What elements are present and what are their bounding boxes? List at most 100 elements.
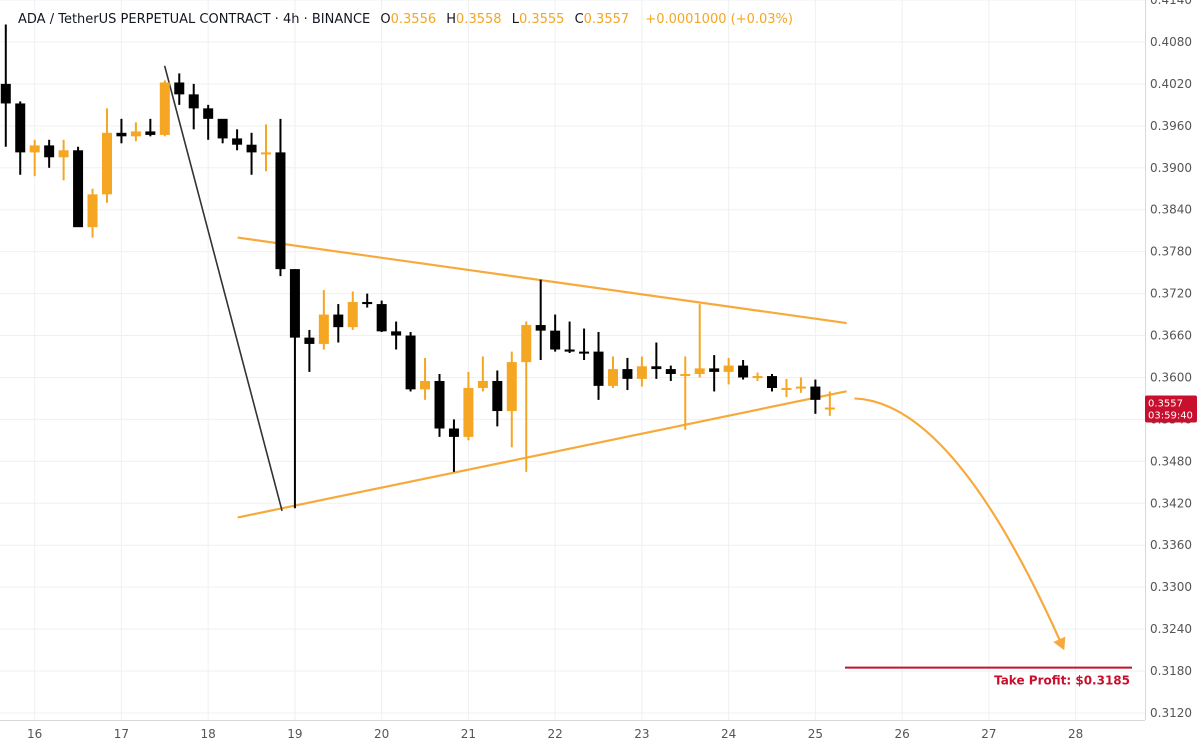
candle (159, 80, 170, 137)
candle (15, 101, 26, 175)
price-axis[interactable]: 0.4140 0.4080 0.4020 0.3960 0.3900 0.3840 0.37… (1145, 0, 1193, 720)
candle-body (318, 314, 329, 344)
candle-body (636, 366, 647, 379)
candle (391, 321, 402, 350)
candle (564, 321, 575, 354)
candle (362, 293, 373, 308)
candle (506, 351, 517, 448)
candle (73, 146, 84, 228)
candle-body (434, 380, 445, 429)
x-tick-label: 17 (114, 727, 129, 741)
candle (289, 269, 300, 509)
x-tick-label: 27 (981, 727, 996, 741)
candle-body (203, 108, 214, 119)
candle (29, 139, 40, 177)
candle-body (564, 349, 575, 352)
candle (420, 357, 431, 400)
high-label: H (446, 12, 457, 27)
candle-body (44, 145, 55, 158)
price-tag-price: 0.3557 (1148, 399, 1183, 410)
candle-body (15, 103, 26, 153)
candle (738, 360, 749, 380)
candle-body (579, 351, 590, 354)
low-label: L (511, 12, 519, 27)
x-tick-label: 24 (721, 727, 736, 741)
candle-body (651, 366, 662, 370)
candle (318, 290, 329, 350)
projection-curve (854, 397, 1064, 648)
candle (333, 304, 344, 343)
y-tick-label: 0.3180 (1150, 664, 1192, 678)
time-axis[interactable]: 16 17 18 19 20 21 22 23 24 25 26 27 28 (0, 720, 1145, 742)
x-tick-label: 26 (894, 727, 909, 741)
candle (463, 371, 474, 441)
triangle-upper-line (237, 236, 847, 325)
change-value: +0.0001000 (+0.03%) (645, 12, 793, 27)
candles-layer (0, 24, 835, 509)
candle (174, 73, 185, 105)
candle-body (506, 362, 517, 412)
y-tick-label: 0.3780 (1150, 245, 1192, 259)
candle-body (622, 369, 633, 379)
x-tick-label: 20 (374, 727, 389, 741)
candle (767, 373, 778, 392)
y-tick-label: 0.3660 (1150, 329, 1192, 343)
candle-body (723, 365, 734, 372)
candle-body (145, 131, 156, 135)
candle-body (376, 304, 387, 332)
candle (680, 356, 691, 430)
candle-body (550, 330, 561, 350)
take-profit-label: Take Profit: $0.3185 (994, 674, 1130, 688)
y-tick-label: 0.3300 (1150, 580, 1192, 594)
candle (810, 379, 821, 414)
candle (492, 370, 503, 427)
candle (651, 342, 662, 379)
candle-body (521, 325, 532, 363)
y-tick-label: 0.3600 (1150, 370, 1192, 384)
projection-arrowhead (1053, 636, 1066, 651)
candle (304, 329, 315, 372)
y-tick-label: 0.3900 (1150, 161, 1192, 175)
candle (781, 378, 792, 398)
candle (752, 372, 763, 381)
candle (188, 83, 199, 130)
triangle-lower-line (237, 390, 847, 519)
symbol-title[interactable]: ADA / TetherUS PERPETUAL CONTRACT · 4h ·… (18, 12, 371, 27)
candle-body (116, 132, 127, 137)
y-tick-label: 0.3960 (1150, 119, 1192, 133)
candle (0, 24, 11, 147)
price-tag-box (1145, 395, 1197, 423)
candle (535, 279, 546, 360)
candle-body (101, 132, 112, 195)
candle (246, 132, 257, 175)
candle (477, 356, 488, 392)
candle (217, 118, 228, 144)
candle (58, 139, 69, 181)
grid (0, 0, 1145, 720)
y-tick-label: 0.3480 (1150, 454, 1192, 468)
y-tick-label: 0.4080 (1150, 35, 1192, 49)
candle-body (405, 335, 416, 390)
candle (521, 321, 532, 472)
candle-body (752, 376, 763, 379)
candle (87, 188, 98, 238)
candle (101, 108, 112, 203)
candle-body (535, 325, 546, 331)
take-profit-line[interactable]: Take Profit: $0.3185 (845, 666, 1132, 688)
x-tick-label: 22 (548, 727, 563, 741)
y-tick-label: 0.3120 (1150, 706, 1192, 720)
candle (130, 122, 141, 142)
x-tick-label: 21 (461, 727, 476, 741)
y-tick-label: 0.3720 (1150, 287, 1192, 301)
x-tick-label: 19 (287, 727, 302, 741)
candle-body (593, 351, 604, 386)
candle-body (87, 194, 98, 228)
candle-body (709, 368, 720, 372)
candle-body (188, 94, 199, 109)
candle-body (0, 83, 11, 104)
x-tick-label: 16 (27, 727, 42, 741)
x-tick-label: 23 (634, 727, 649, 741)
candle (579, 328, 590, 360)
candle-body (492, 380, 503, 412)
